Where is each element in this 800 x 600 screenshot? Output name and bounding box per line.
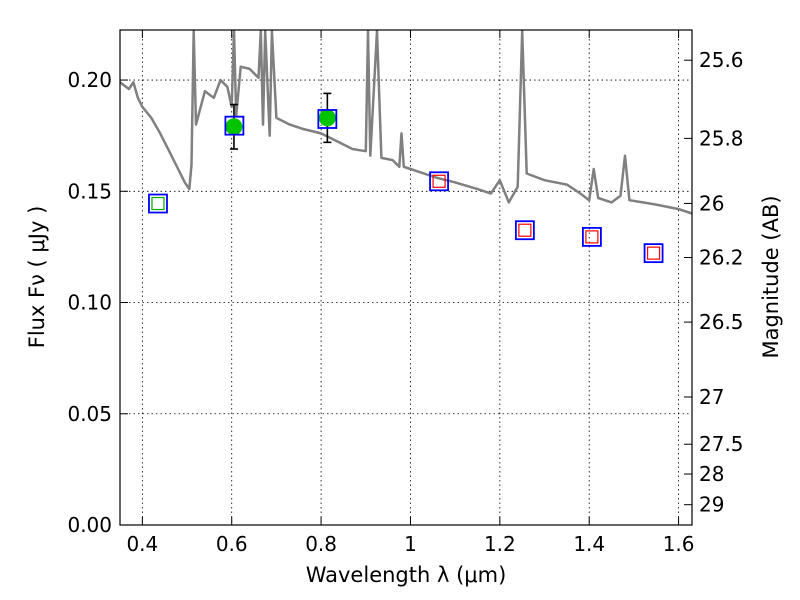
axis-ticks: 0.4 0.6 0.8 1 1.2 1.4 1.6 0.00 0.05 0.10 0.15 0.20 2…	[67, 30, 744, 556]
mag-tick-label: 26	[699, 191, 724, 215]
model-flux-box	[643, 243, 664, 264]
mag-tick-label: 26.2	[699, 246, 744, 270]
mag-tick-label: 27	[699, 385, 724, 409]
model-flux-box	[582, 226, 602, 247]
y-tick-label: 0.20	[67, 68, 112, 92]
x-tick-label: 0.8	[305, 532, 337, 556]
x-tick-label: 1.2	[484, 532, 516, 556]
photometry-markers	[148, 92, 664, 264]
y-tick-label: 0.15	[67, 179, 112, 203]
x-axis-label: Wavelength λ (μm)	[306, 563, 507, 587]
y-tick-label: 0.00	[67, 513, 112, 537]
model-flux-box	[429, 171, 449, 192]
x-tick-label: 1.4	[573, 532, 605, 556]
y-tick-label: 0.10	[67, 291, 112, 315]
plot-frame	[119, 29, 693, 526]
y-axis-label: Flux Fν ( μJy )	[25, 206, 49, 349]
template-sed-line	[120, 30, 692, 215]
mag-tick-label: 28	[699, 462, 724, 486]
detection-point	[318, 109, 336, 127]
template-sed	[120, 30, 692, 215]
mag-tick-label: 29	[699, 493, 724, 517]
y-tick-label: 0.05	[67, 402, 112, 426]
band-flux-box	[646, 246, 661, 260]
grid-lines	[120, 30, 692, 526]
model-flux-box	[514, 220, 535, 241]
band-flux-box	[585, 230, 599, 244]
detection-point	[225, 118, 243, 136]
mag-tick-label: 25.8	[699, 126, 744, 150]
band-flux-box	[151, 196, 165, 211]
x-tick-label: 0.6	[216, 532, 248, 556]
right-axis-label: Magnitude (AB)	[759, 195, 783, 358]
x-tick-label: 1.6	[663, 532, 695, 556]
mag-tick-label: 25.6	[699, 48, 744, 72]
model-flux-box	[317, 109, 338, 129]
x-tick-label: 0.4	[126, 532, 158, 556]
band-flux-box	[432, 174, 446, 188]
mag-tick-label: 27.5	[699, 432, 744, 456]
model-flux-box	[148, 193, 168, 214]
x-tick-label: 1	[404, 532, 417, 556]
band-flux-box	[518, 223, 532, 237]
mag-tick-label: 26.5	[699, 310, 744, 334]
model-flux-box	[224, 115, 245, 136]
